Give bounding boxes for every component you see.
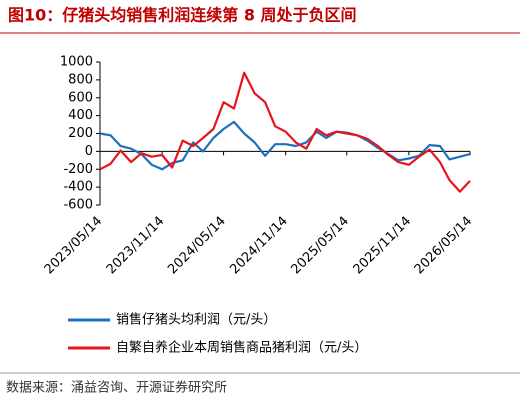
chart-title: 图10：仔猪头均销售利润连续第 8 周处于负区间 xyxy=(8,6,357,25)
x-tick-label: 2023/11/14 xyxy=(104,214,168,278)
x-tick-label: 2024/05/14 xyxy=(165,214,229,278)
x-tick-label: 2026/05/14 xyxy=(412,214,476,278)
y-tick-label: -400 xyxy=(63,180,93,195)
y-tick-label: 1000 xyxy=(60,55,93,70)
series-line xyxy=(99,71,471,193)
y-tick-label: 400 xyxy=(68,108,93,123)
y-tick-label: 800 xyxy=(68,72,93,87)
y-tick-label: 0 xyxy=(85,144,93,159)
x-tick-label: 2025/05/14 xyxy=(288,214,352,278)
y-tick-label: -200 xyxy=(63,162,93,177)
y-tick-label: -600 xyxy=(63,198,93,213)
x-tick-label: 2025/11/14 xyxy=(351,214,415,278)
series-line xyxy=(99,120,471,171)
legend-label: 销售仔猪头均利润（元/头） xyxy=(116,312,276,328)
y-tick-label: 200 xyxy=(68,126,93,141)
y-tick-label: 600 xyxy=(68,90,93,105)
legend-label: 自繁自养企业本周销售商品猪利润（元/头） xyxy=(116,340,367,356)
x-tick-label: 2023/05/14 xyxy=(42,214,106,278)
source: 数据来源：涌益咨询、开源证券研究所 xyxy=(6,380,227,396)
x-tick-label: 2024/11/14 xyxy=(227,214,291,278)
